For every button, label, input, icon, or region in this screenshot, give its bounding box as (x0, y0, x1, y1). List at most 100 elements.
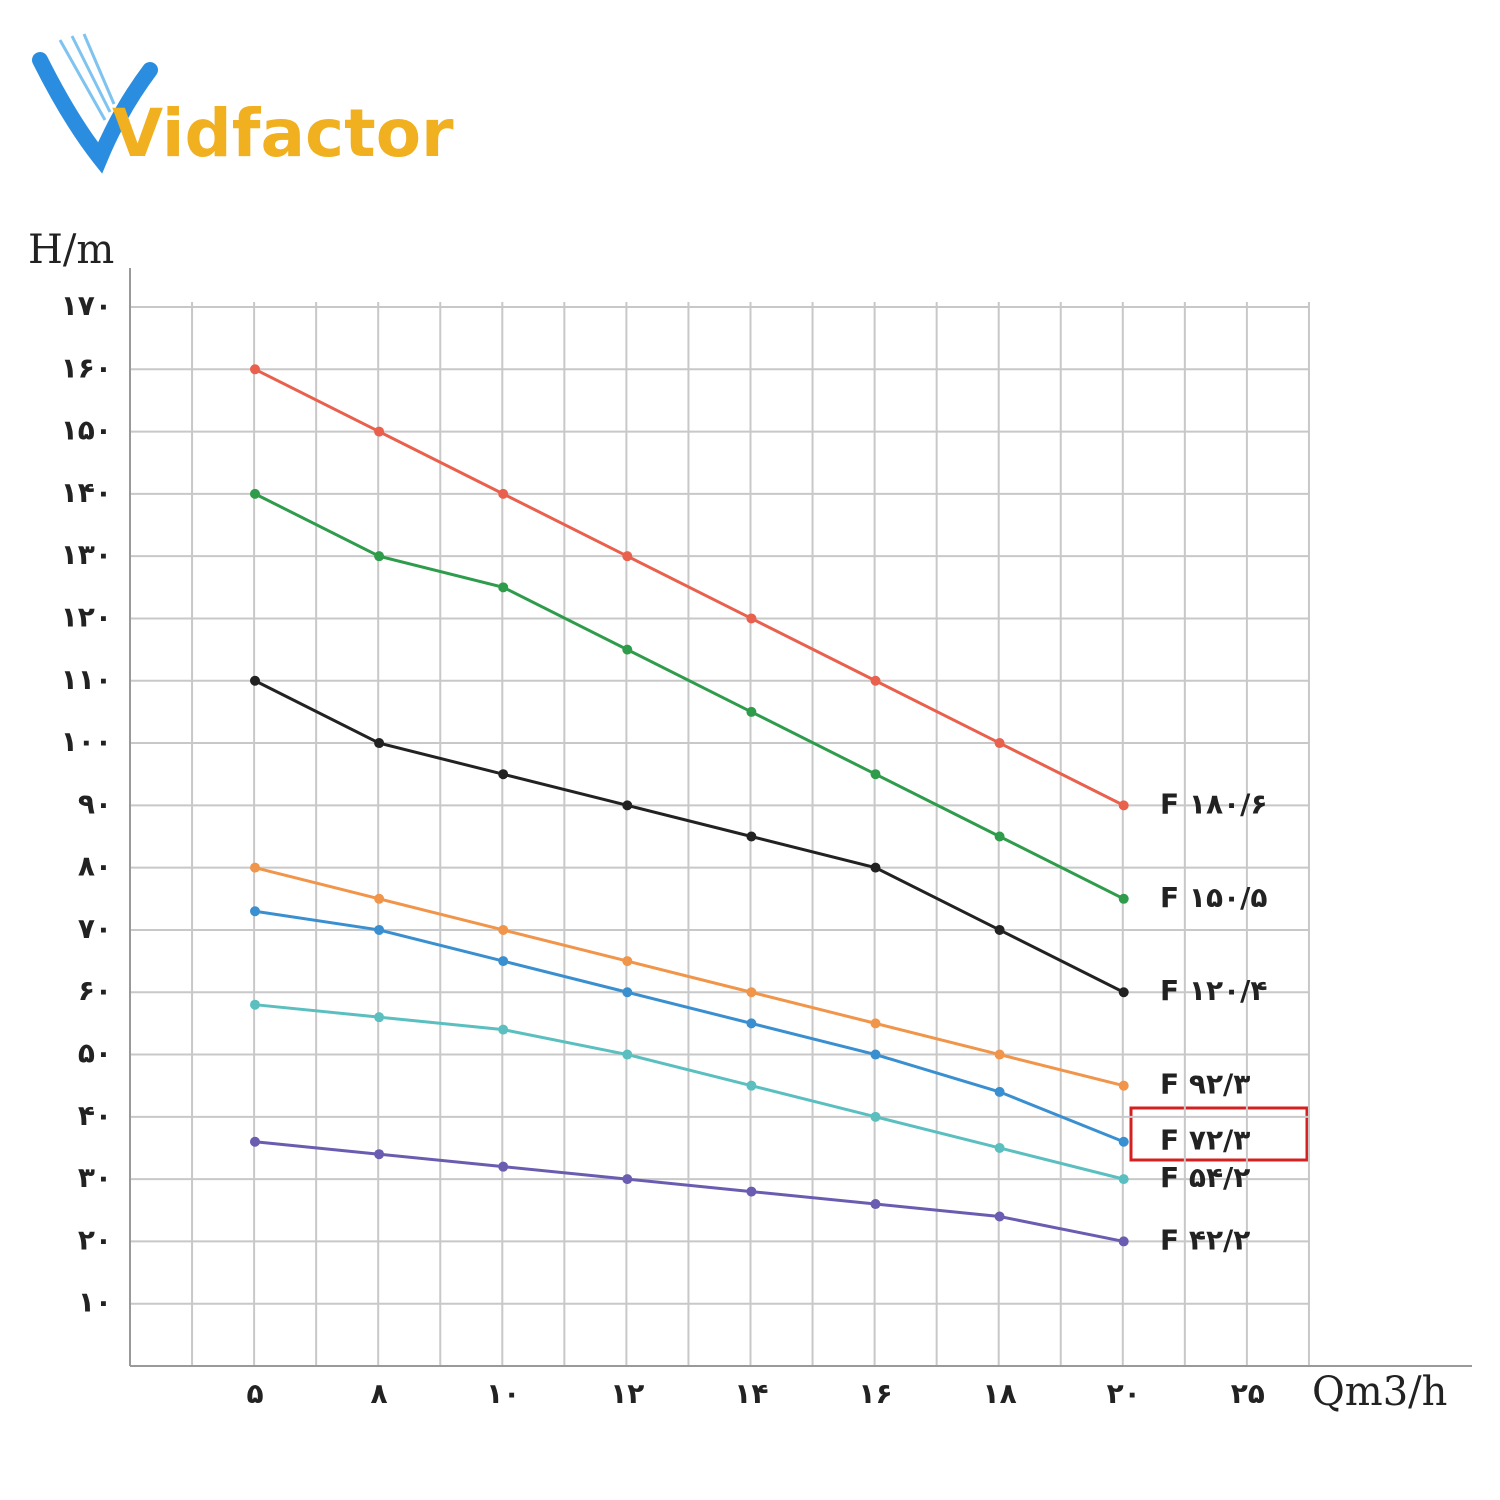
x-tick-label: ۵ (246, 1377, 263, 1410)
point (622, 987, 633, 998)
y-tick-label: ۹۰ (78, 787, 112, 820)
y-tick-label: ۱۵۰ (61, 414, 112, 447)
point (498, 488, 509, 499)
legend-label: F ۹۲/۳ (1160, 1068, 1250, 1101)
legend-label: F ۱۵۰/۵ (1160, 881, 1267, 914)
y-tick-label: ۱۷۰ (61, 289, 112, 322)
y-tick-label: ۶۰ (78, 974, 112, 1007)
series-line (254, 866, 1125, 1088)
x-tick-label: ۱۸ (983, 1377, 1017, 1410)
point (746, 1018, 757, 1029)
y-tick-label: ۱۴۰ (61, 476, 112, 509)
point (498, 956, 509, 967)
point (250, 488, 260, 499)
point (622, 956, 633, 967)
y-tick-label: ۵۰ (78, 1037, 112, 1070)
point (1118, 893, 1129, 904)
x-tick-label: ۸ (371, 1377, 388, 1410)
point (498, 769, 509, 780)
x-tick-label: ۱۰ (486, 1377, 520, 1410)
y-tick-label: ۱۰ (78, 1286, 112, 1319)
legend-label: F ۴۲/۲ (1160, 1223, 1250, 1256)
logo-v (32, 52, 158, 174)
series-line (254, 1003, 1125, 1181)
point (870, 1049, 881, 1060)
logo-text: Vidfactor (112, 95, 454, 172)
point (870, 675, 881, 686)
point (1118, 987, 1129, 998)
point (250, 906, 260, 917)
point (622, 800, 633, 811)
y-tick-label: ۱۲۰ (61, 600, 112, 633)
point (1118, 1174, 1129, 1185)
highlight-box (1129, 1106, 1309, 1162)
point (746, 987, 757, 998)
series-line (254, 1140, 1124, 1243)
point (746, 1186, 757, 1197)
legend-label: F ۱۸۰/۶ (1160, 787, 1267, 820)
point (994, 1142, 1005, 1153)
point (250, 862, 260, 873)
point (994, 1049, 1005, 1060)
y-tick-label: ۳۰ (78, 1161, 112, 1194)
point (622, 1174, 633, 1185)
point (374, 426, 385, 437)
x-tick-label: ۱۲ (610, 1377, 644, 1410)
point (1118, 1236, 1129, 1247)
point (498, 582, 509, 593)
point (1118, 1080, 1129, 1091)
point (870, 769, 881, 780)
point (374, 893, 385, 904)
point (870, 1199, 881, 1210)
x-axis-label: Qm3/h (1312, 1369, 1447, 1415)
point (498, 924, 509, 935)
y-tick-label: ۱۰۰ (61, 725, 112, 758)
legend-label: F ۵۴/۲ (1160, 1161, 1250, 1194)
point (498, 1161, 509, 1172)
point (1118, 800, 1129, 811)
point (250, 364, 260, 375)
point (994, 738, 1005, 749)
x-tick-label: ۱۶ (858, 1377, 892, 1410)
point (250, 675, 260, 686)
y-tick-label: ۱۳۰ (61, 538, 112, 571)
point (746, 1080, 757, 1091)
point (374, 551, 385, 562)
logo-rays (58, 33, 116, 121)
legend-label: F ۷۲/۳ (1160, 1124, 1250, 1157)
point (622, 1049, 633, 1060)
point (746, 706, 757, 717)
y-tick-label: ۷۰ (78, 912, 112, 945)
series-line (254, 909, 1125, 1144)
legend-label: F ۱۲۰/۴ (1160, 974, 1267, 1007)
x-tick-label: ۱۴ (734, 1377, 768, 1410)
point (994, 831, 1005, 842)
y-tick-label: ۱۶۰ (61, 351, 112, 384)
point (746, 613, 757, 624)
y-tick-label: ۴۰ (78, 1099, 112, 1132)
point (374, 738, 385, 749)
x-tick-label: ۲۰ (1107, 1377, 1141, 1410)
series-line (254, 679, 1125, 994)
series-line (254, 367, 1125, 807)
point (498, 1024, 509, 1035)
y-axis-label: H/m (28, 227, 114, 273)
point (250, 1136, 260, 1147)
y-tick-label: ۸۰ (78, 850, 112, 883)
series-line (254, 492, 1125, 901)
point (746, 831, 757, 842)
point (622, 551, 633, 562)
point (870, 1111, 881, 1122)
point (994, 1211, 1005, 1222)
point (622, 644, 633, 655)
x-tick-label: ۲۵ (1231, 1377, 1265, 1410)
point (994, 924, 1005, 935)
point (374, 1149, 385, 1160)
logo-mark (32, 33, 158, 174)
point (250, 999, 260, 1010)
point (870, 862, 881, 873)
y-tick-label: ۲۰ (78, 1223, 112, 1256)
point (870, 1018, 881, 1029)
